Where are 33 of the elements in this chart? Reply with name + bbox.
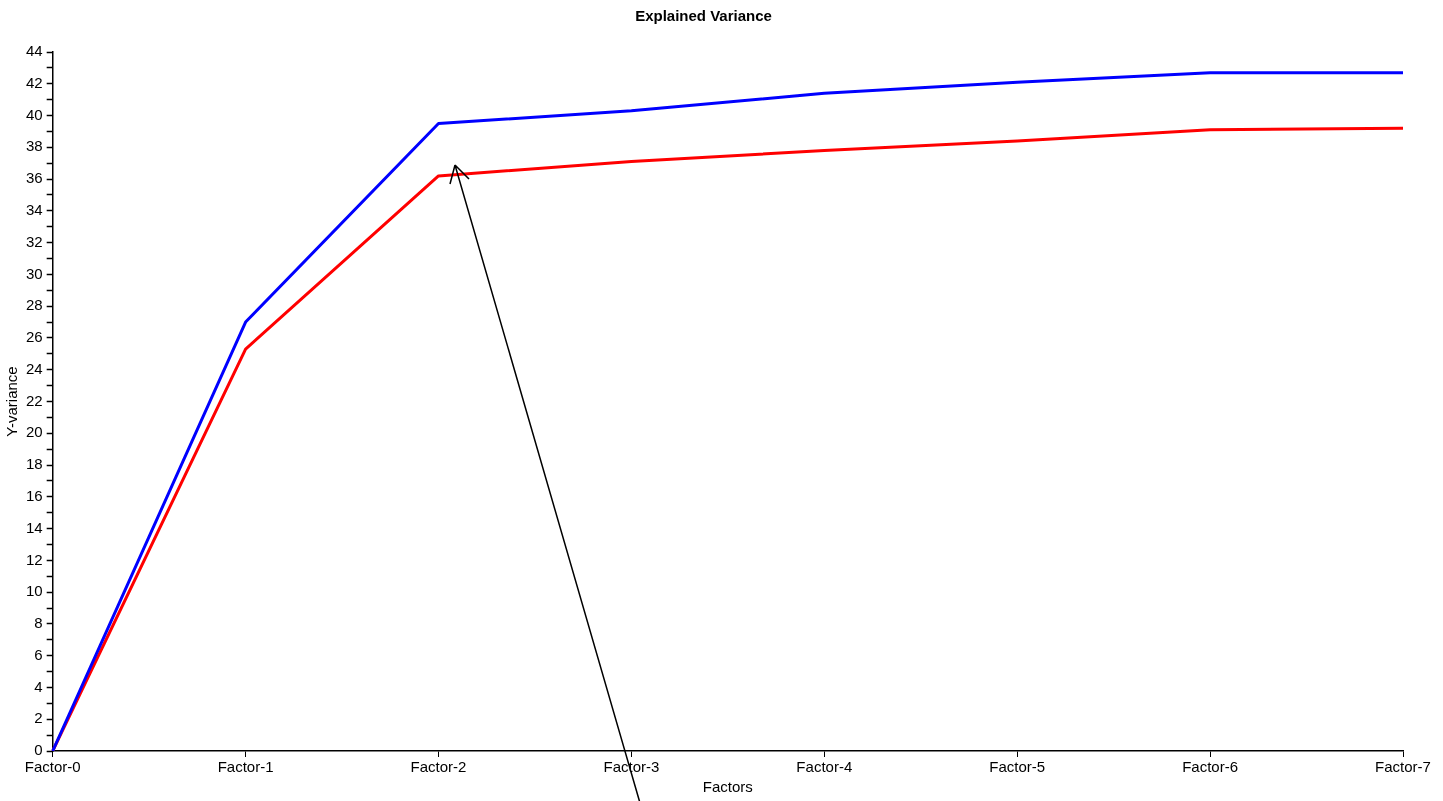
y-tick-label: 12: [26, 550, 43, 568]
y-tick-label: 40: [26, 105, 43, 123]
y-tick-label: 34: [26, 201, 43, 218]
y-tick-label: 38: [26, 137, 43, 155]
y-tick-label: 20: [26, 423, 43, 441]
y-tick-label: 2: [34, 709, 43, 727]
x-tick-label: Factor-0: [24, 758, 81, 776]
x-tick-label: Factor-5: [989, 758, 1046, 776]
x-tick-label: Factor-4: [796, 758, 853, 776]
y-axis-title: Y-variance: [3, 366, 21, 437]
x-tick-label: Factor-6: [1182, 758, 1239, 776]
x-tick-label: Factor-1: [217, 758, 274, 776]
y-tick-label: 6: [34, 645, 43, 663]
y-tick-label: 30: [26, 264, 43, 282]
x-tick-label: Factor-7: [1375, 758, 1431, 776]
y-tick-label: 44: [26, 42, 43, 60]
y-tick-label: 14: [26, 518, 43, 536]
y-tick-label: 32: [26, 232, 43, 250]
y-tick-label: 8: [34, 614, 43, 632]
y-tick-label: 28: [26, 296, 43, 314]
y-tick-label: 22: [26, 391, 43, 409]
y-tick-label: 26: [26, 328, 43, 346]
y-tick-label: 4: [34, 677, 43, 695]
y-tick-label: 16: [26, 486, 43, 504]
y-tick-label: 24: [26, 359, 43, 377]
x-axis-title: Factors: [702, 778, 753, 796]
y-tick-label: 18: [26, 455, 43, 473]
y-tick-label: 36: [26, 169, 43, 187]
chart-title: Explained Variance: [635, 7, 772, 25]
y-tick-label: 10: [26, 582, 43, 600]
y-tick-label: 42: [26, 73, 43, 91]
x-tick-label: Factor-2: [410, 758, 467, 776]
y-tick-label: 0: [34, 741, 43, 759]
